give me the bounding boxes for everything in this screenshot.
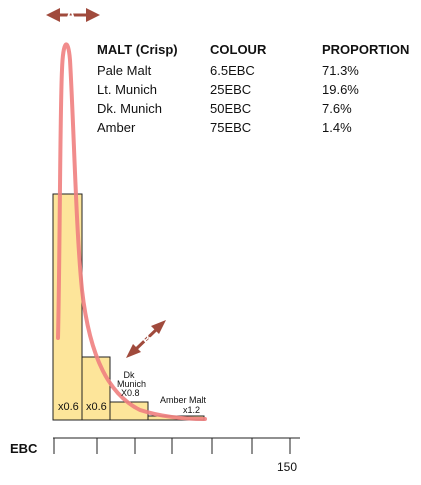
- dk-munich-line1: Dk: [123, 370, 135, 380]
- bar2-multiplier: x0.6: [86, 401, 107, 413]
- cell-malt: Lt. Munich: [97, 82, 157, 97]
- dk-munich-annotation-3: X0.8: [121, 388, 140, 398]
- arrow-a-label: A: [66, 7, 76, 22]
- cell-proportion: 71.3%: [322, 63, 359, 78]
- bar1-multiplier: x0.6: [58, 401, 79, 413]
- cell-malt: Pale Malt: [97, 63, 152, 78]
- cell-malt: Amber: [97, 120, 136, 135]
- cell-proportion: 1.4%: [322, 120, 352, 135]
- dk-munich-annotation: Dk: [118, 370, 140, 380]
- cell-colour: 25EBC: [210, 82, 252, 97]
- cell-malt: Dk. Munich: [97, 101, 163, 116]
- amber-annotation-2: x1.2: [183, 405, 201, 415]
- header-proportion: PROPORTION: [322, 42, 410, 57]
- ebc-axis-label: EBC: [10, 441, 38, 456]
- axis-ticks: [53, 438, 291, 454]
- cell-colour: 50EBC: [210, 101, 252, 116]
- header-malt: MALT (Crisp): [97, 42, 178, 57]
- axis-tick-label-150: 150: [277, 460, 298, 474]
- amber-annotation: Amber Malt: [160, 395, 207, 405]
- cell-colour: 75EBC: [210, 120, 252, 135]
- cell-proportion: 7.6%: [322, 101, 352, 116]
- cell-proportion: 19.6%: [322, 82, 359, 97]
- colour-distribution-curve: [56, 42, 207, 421]
- arrow-a: [46, 8, 100, 22]
- arrow-b: [126, 320, 166, 358]
- dk-munich-annotation-2: Munich: [117, 379, 147, 389]
- cell-colour: 6.5EBC: [210, 63, 255, 78]
- header-colour: COLOUR: [210, 42, 267, 57]
- bar-lt-munich: [81, 356, 111, 421]
